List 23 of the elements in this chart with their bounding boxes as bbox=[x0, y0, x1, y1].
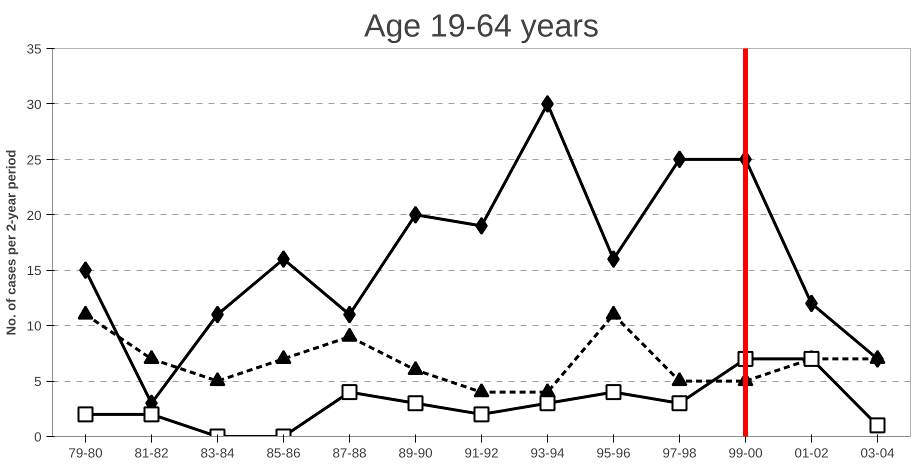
x-tick-label: 83-84 bbox=[200, 446, 236, 460]
y-axis-title: No. of cases per 2-year period bbox=[4, 150, 19, 336]
x-tick-label: 97-98 bbox=[662, 446, 697, 460]
chart-title: Age 19-64 years bbox=[364, 8, 599, 44]
x-tick-label: 79-80 bbox=[68, 446, 103, 460]
x-tick-label: 03-04 bbox=[860, 446, 896, 460]
y-tick-label: 30 bbox=[26, 96, 42, 112]
y-tick-label: 5 bbox=[34, 374, 42, 390]
y-tick-label: 35 bbox=[26, 42, 42, 56]
y-tick-label: 15 bbox=[26, 263, 42, 278]
x-tick-label: 99-00 bbox=[728, 446, 763, 460]
x-tick-label: 93-94 bbox=[530, 446, 566, 460]
y-tick-label: 0 bbox=[34, 430, 42, 444]
y-tick-label: 10 bbox=[26, 318, 42, 334]
y-tick-label: 25 bbox=[26, 152, 42, 168]
x-tick-label: 85-86 bbox=[266, 446, 301, 460]
x-tick-label: 01-02 bbox=[794, 446, 829, 460]
x-tick-label: 91-92 bbox=[464, 446, 499, 460]
x-tick-label: 95-96 bbox=[596, 446, 631, 460]
x-tick-label: 89-90 bbox=[398, 446, 433, 460]
x-tick-label: 81-82 bbox=[134, 446, 169, 460]
y-tick-label: 20 bbox=[26, 208, 42, 223]
x-tick-label: 87-88 bbox=[332, 446, 367, 460]
